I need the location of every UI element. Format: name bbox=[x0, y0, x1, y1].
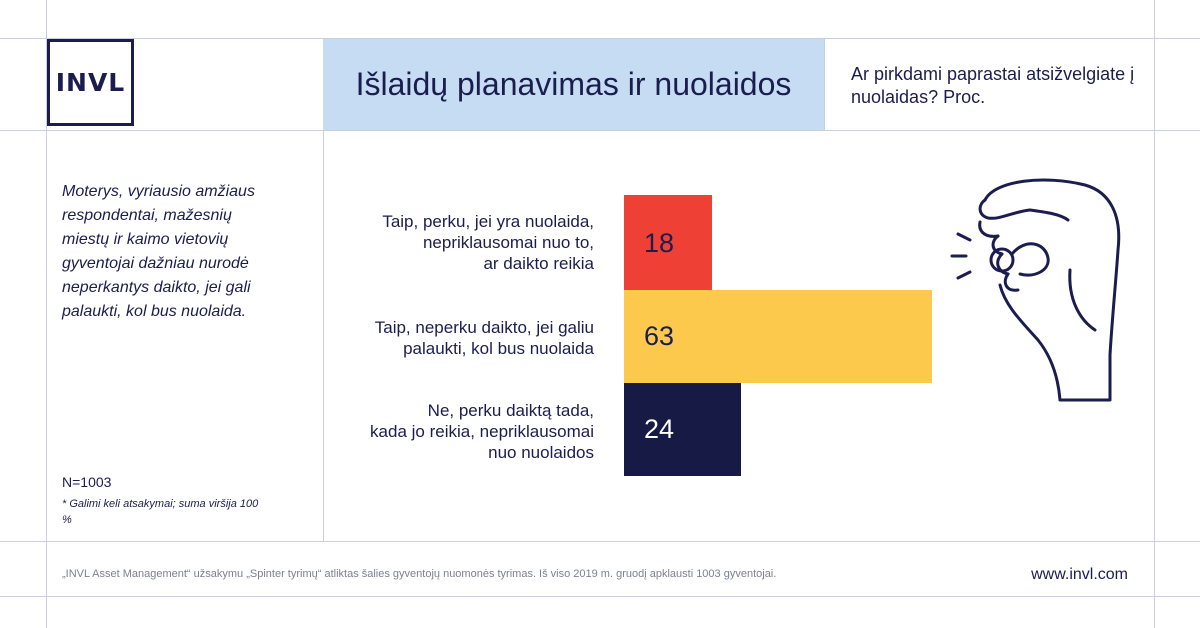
invl-logo: INVL bbox=[47, 39, 134, 126]
bar-label-3-line-1: Ne, perku daiktą tada, bbox=[427, 401, 594, 420]
bar-value-3: 24 bbox=[644, 414, 675, 444]
grid-line-bottom bbox=[0, 596, 1200, 597]
grid-line-left bbox=[46, 0, 47, 628]
survey-question: Ar pirkdami paprastai atsižvelgiate į nu… bbox=[851, 64, 1135, 107]
footnote: * Galimi keli atsakymai; suma viršija 10… bbox=[62, 498, 259, 526]
sidebar-note: Moterys, vyriausio amžiaus respondentai,… bbox=[62, 183, 255, 320]
grid-line-question bbox=[824, 39, 825, 130]
bar-3 bbox=[624, 383, 741, 476]
title-box: Išlaidų planavimas ir nuolaidos bbox=[323, 39, 824, 130]
bar-label-1-line-1: Taip, perku, jei yra nuolaida, bbox=[382, 212, 594, 231]
bar-value-1: 18 bbox=[644, 228, 675, 258]
bar-label-3-line-3: nuo nuolaidos bbox=[488, 443, 594, 462]
grid-line-header-bottom bbox=[0, 130, 1200, 131]
logo-text: INVL bbox=[55, 68, 126, 97]
bar-label-2-line-1: Taip, neperku daikto, jei galiu bbox=[374, 318, 594, 337]
grid-line-top bbox=[0, 38, 1200, 39]
grid-line-sidebar bbox=[323, 39, 324, 541]
website-link[interactable]: www.invl.com bbox=[1031, 566, 1128, 583]
hand-pinching-coin-icon bbox=[950, 178, 1121, 402]
bar-1 bbox=[624, 195, 712, 290]
footer-source: „INVL Asset Management“ užsakymu „Spinte… bbox=[62, 568, 777, 580]
page-title: Išlaidų planavimas ir nuolaidos bbox=[355, 66, 792, 102]
bar-label-1: Taip, perku, jei yra nuolaida, nepriklau… bbox=[314, 211, 594, 274]
bar-label-1-line-2: nepriklausomai nuo to, bbox=[422, 233, 594, 252]
bar-label-3-line-2: kada jo reikia, nepriklausomai bbox=[370, 422, 594, 441]
grid-line-right bbox=[1154, 0, 1155, 628]
bar-2 bbox=[624, 290, 932, 383]
bar-label-2-line-2: palaukti, kol bus nuolaida bbox=[403, 339, 594, 358]
bar-value-2: 63 bbox=[644, 321, 675, 351]
bar-label-2: Taip, neperku daikto, jei galiu palaukti… bbox=[314, 317, 594, 359]
grid-line-footer-top bbox=[0, 541, 1200, 542]
bar-label-1-line-3: ar daikto reikia bbox=[483, 254, 594, 273]
sample-size: N=1003 bbox=[62, 474, 112, 490]
bar-label-3: Ne, perku daiktą tada, kada jo reikia, n… bbox=[314, 400, 594, 463]
